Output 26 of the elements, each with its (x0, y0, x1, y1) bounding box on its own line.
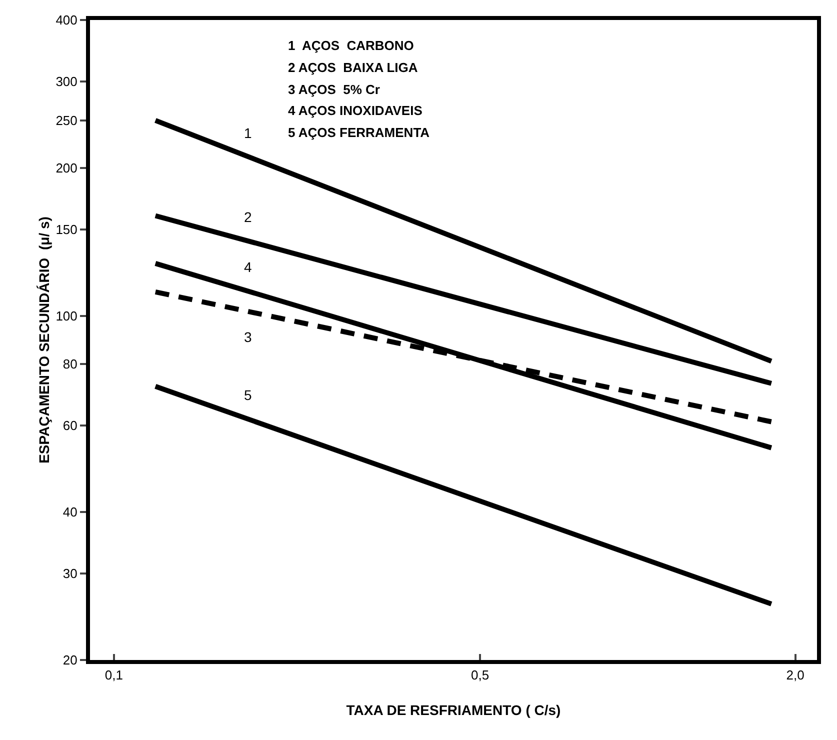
y-tick-label: 400 (56, 12, 78, 28)
y-tick-label: 60 (62, 418, 78, 433)
series-label: 5 (244, 387, 252, 403)
y-axis-title: ESPAÇAMENTO SECUNDÁRIO (μ/ s) (36, 216, 52, 464)
annotation: 3 AÇOS 5% Cr (288, 82, 380, 97)
x-axis-title: TAXA DE RESFRIAMENTO ( C/s) (346, 702, 561, 718)
annotation: 4 AÇOS INOXIDAVEIS (288, 103, 423, 118)
series-label: 2 (244, 209, 252, 225)
y-tick-label: 40 (62, 504, 78, 520)
x-tick-label: 0,5 (470, 668, 490, 683)
series-label: 4 (244, 259, 252, 275)
annotation: 2 AÇOS BAIXA LIGA (288, 60, 418, 75)
y-tick-label: 80 (62, 356, 78, 372)
y-tick-label: 200 (56, 160, 78, 176)
y-tick-label: 300 (56, 74, 78, 90)
y-tick-label: 150 (56, 222, 78, 238)
series-label: 3 (244, 329, 252, 345)
y-tick-label: 20 (62, 652, 78, 668)
annotation: 1 AÇOS CARBONO (288, 38, 414, 53)
y-tick-label: 100 (56, 308, 78, 324)
x-tick-label: 0,1 (104, 668, 123, 683)
series-label: 1 (244, 125, 252, 141)
annotation: 5 AÇOS FERRAMENTA (288, 125, 430, 140)
y-tick-label: 30 (62, 566, 78, 581)
x-tick-label: 2,0 (786, 668, 804, 683)
y-tick-label: 250 (56, 112, 78, 128)
